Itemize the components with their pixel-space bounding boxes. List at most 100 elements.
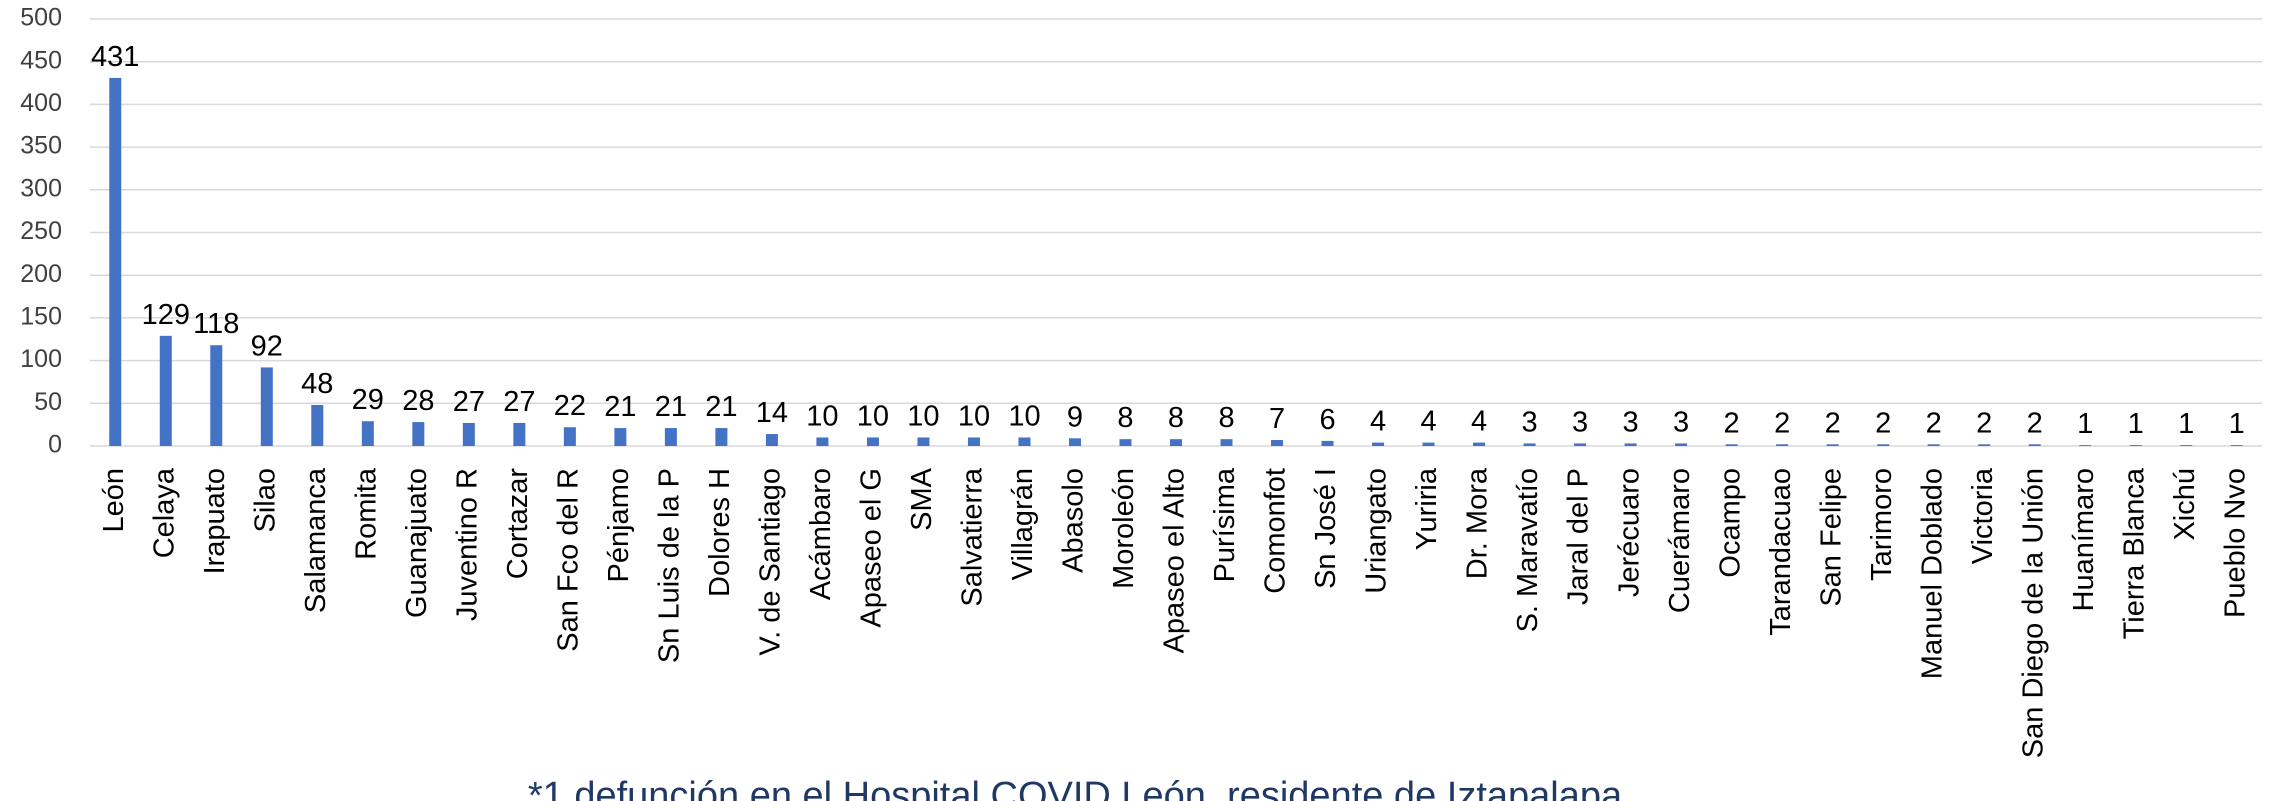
data-label: 1 bbox=[2128, 408, 2144, 440]
x-tick-label: Pénjamo bbox=[603, 468, 635, 582]
data-label: 21 bbox=[705, 391, 737, 423]
x-tick-label: Tarandacuao bbox=[1765, 468, 1797, 636]
data-label: 8 bbox=[1218, 402, 1234, 434]
bar bbox=[1220, 439, 1233, 446]
bar bbox=[1675, 443, 1688, 446]
data-label: 4 bbox=[1420, 406, 1436, 438]
data-label: 4 bbox=[1471, 406, 1487, 438]
x-tick-label: Apaseo el G bbox=[856, 468, 888, 628]
data-label: 10 bbox=[1008, 400, 1040, 432]
x-tick-label: Abasolo bbox=[1058, 468, 1090, 573]
x-tick-label: S. Maravatío bbox=[1512, 468, 1544, 632]
data-label: 118 bbox=[193, 308, 239, 340]
bar bbox=[2180, 445, 2193, 446]
bar bbox=[1321, 440, 1334, 446]
data-label: 27 bbox=[453, 386, 485, 418]
y-tick-label: 150 bbox=[20, 303, 62, 331]
data-label: 129 bbox=[142, 299, 190, 331]
x-tick-label: Pueblo Nvo bbox=[2219, 468, 2251, 618]
x-tick-label: Uriangato bbox=[1361, 468, 1393, 594]
x-tick-label: Salamanca bbox=[300, 467, 332, 613]
bar bbox=[2079, 445, 2092, 446]
bar bbox=[1271, 440, 1284, 446]
data-label: 28 bbox=[402, 385, 434, 417]
y-tick-label: 350 bbox=[20, 132, 62, 160]
bar bbox=[361, 421, 374, 446]
bar bbox=[210, 345, 223, 446]
x-tick-label: Huanímaro bbox=[2068, 468, 2100, 611]
bar bbox=[614, 428, 627, 446]
x-tick-label: Guanajuato bbox=[401, 468, 433, 618]
x-tick-label: Jaral del P bbox=[1563, 468, 1595, 605]
y-tick-label: 500 bbox=[20, 4, 62, 32]
x-tick-label: Xichú bbox=[2169, 468, 2201, 541]
data-label: 1 bbox=[2178, 408, 2194, 440]
data-label: 7 bbox=[1269, 403, 1285, 435]
bar bbox=[765, 434, 778, 446]
bar bbox=[917, 437, 930, 446]
bar bbox=[563, 427, 576, 446]
y-tick-label: 50 bbox=[34, 388, 62, 416]
bar bbox=[2129, 445, 2142, 446]
x-tick-label: Sn Luis de la P bbox=[654, 468, 686, 663]
y-tick-label: 450 bbox=[20, 46, 62, 74]
y-tick-label: 300 bbox=[20, 174, 62, 202]
data-label: 2 bbox=[1926, 407, 1942, 439]
bar bbox=[1776, 444, 1789, 446]
x-tick-label: Victoria bbox=[1967, 467, 1999, 564]
data-label: 10 bbox=[958, 400, 990, 432]
bar bbox=[866, 437, 879, 446]
data-label: 6 bbox=[1319, 404, 1335, 436]
data-label: 21 bbox=[655, 391, 687, 423]
bar bbox=[1170, 439, 1182, 446]
data-label: 3 bbox=[1572, 406, 1588, 438]
x-tick-label: San Felipe bbox=[1815, 468, 1847, 607]
data-label: 9 bbox=[1067, 401, 1083, 433]
bar bbox=[311, 405, 324, 446]
bar bbox=[1473, 442, 1486, 446]
x-tick-label: Tierra Blanca bbox=[2118, 467, 2150, 639]
bar bbox=[664, 428, 677, 446]
bar bbox=[1877, 444, 1890, 446]
data-label: 3 bbox=[1623, 406, 1639, 438]
data-label: 10 bbox=[907, 400, 939, 432]
bar bbox=[2230, 445, 2243, 446]
data-label: 2 bbox=[1875, 407, 1891, 439]
x-tick-label: Villagrán bbox=[1007, 468, 1039, 580]
x-tick-label: Dr. Mora bbox=[1462, 467, 1494, 579]
bar bbox=[1624, 443, 1637, 446]
x-tick-label: SMA bbox=[906, 467, 938, 531]
x-tick-label: Purísima bbox=[1209, 467, 1241, 582]
data-label: 2 bbox=[1774, 407, 1790, 439]
bar bbox=[2028, 444, 2041, 446]
x-tick-label: Salvatierra bbox=[957, 467, 989, 606]
data-label: 22 bbox=[554, 390, 586, 422]
data-label: 3 bbox=[1522, 406, 1538, 438]
bar bbox=[1574, 443, 1587, 446]
data-label: 92 bbox=[251, 330, 283, 362]
data-label: 2 bbox=[2027, 407, 2043, 439]
x-tick-label: Silao bbox=[249, 468, 281, 533]
bar bbox=[816, 437, 829, 446]
bar bbox=[1372, 442, 1385, 446]
bar bbox=[109, 77, 122, 447]
bar bbox=[260, 367, 273, 446]
y-tick-label: 250 bbox=[20, 217, 62, 245]
annotation: *1 defunción en el Hospital COVID León, … bbox=[528, 775, 1623, 801]
bar bbox=[1068, 438, 1081, 446]
x-tick-label: Sn José I bbox=[1310, 468, 1342, 589]
x-tick-label: Dolores H bbox=[704, 468, 736, 597]
data-label: 8 bbox=[1117, 402, 1133, 434]
bar bbox=[1523, 443, 1536, 446]
data-label: 1 bbox=[2229, 408, 2245, 440]
bar bbox=[1927, 444, 1940, 446]
data-label: 4 bbox=[1370, 406, 1386, 438]
x-tick-label: Comonfot bbox=[1260, 468, 1292, 594]
bar bbox=[1422, 442, 1435, 446]
bar bbox=[967, 437, 980, 446]
bar bbox=[412, 422, 425, 446]
bar bbox=[1978, 444, 1991, 446]
x-tick-label: Tarimoro bbox=[1866, 468, 1898, 581]
